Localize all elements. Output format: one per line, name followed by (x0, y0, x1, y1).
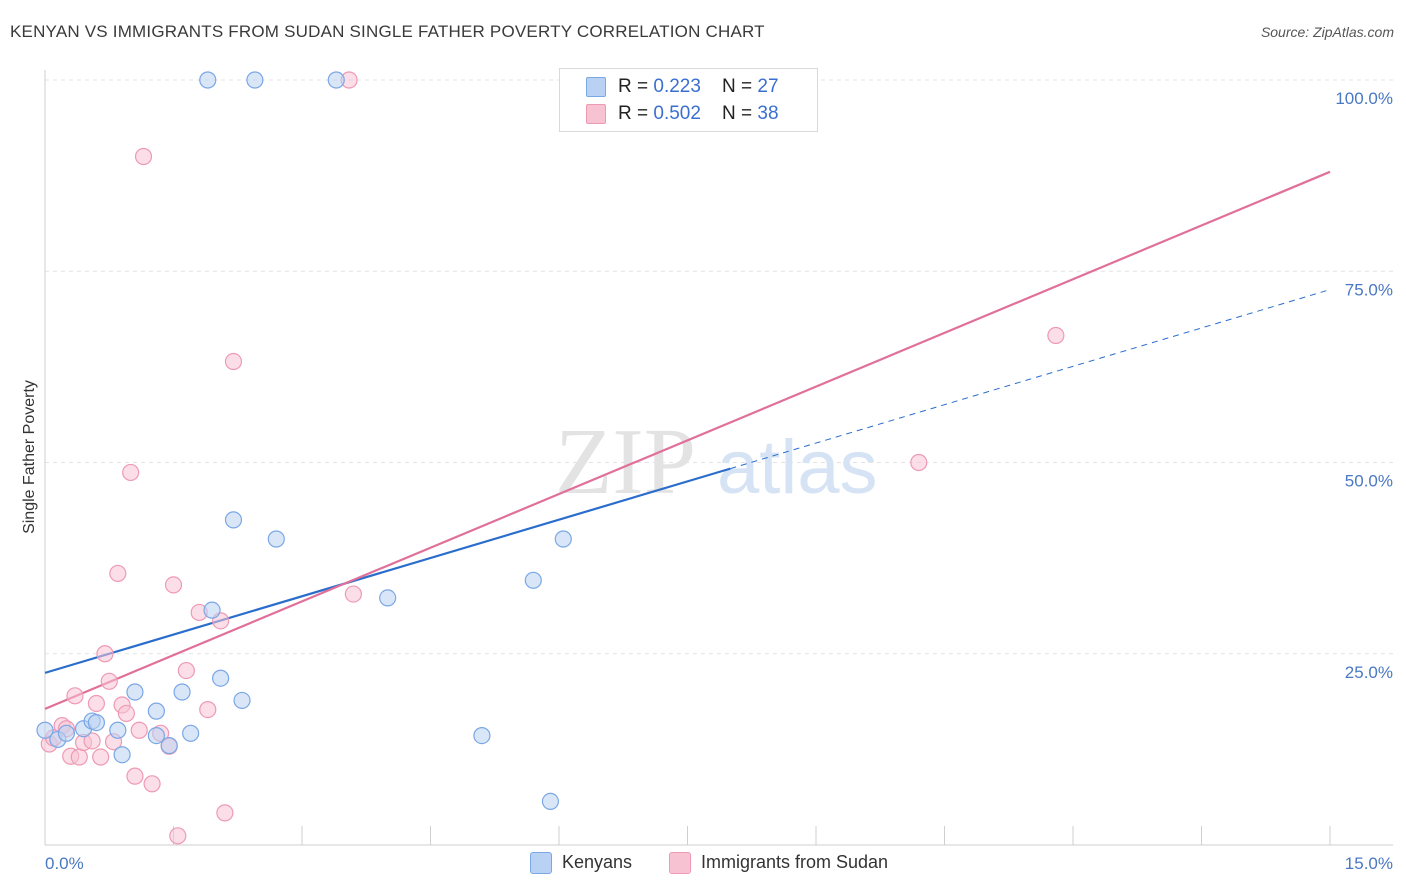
axes (44, 70, 1393, 846)
watermark: ZIP atlas (555, 410, 878, 514)
legend-text-kenyans: R = 0.223 N = 27 (618, 76, 779, 98)
point-kenyans-12 (173, 683, 191, 701)
point-sudan-14 (109, 564, 127, 583)
point-sudan-11 (96, 645, 114, 663)
x-tick-label-min: 0.0% (45, 854, 84, 873)
point-kenyans-2 (57, 724, 76, 742)
point-sudan-33 (344, 585, 362, 603)
point-sudan-31 (224, 352, 243, 371)
point-kenyans-25 (541, 792, 560, 810)
point-sudan-18 (126, 767, 144, 785)
point-kenyans-21 (327, 71, 345, 89)
point-sudan-20 (134, 147, 153, 166)
series-label-sudan: Immigrants from Sudan (701, 852, 889, 872)
point-kenyans-16 (212, 669, 230, 687)
point-kenyans-8 (126, 683, 144, 701)
x-tick-label-max: 15.0% (1345, 854, 1393, 873)
point-kenyans-10 (147, 702, 165, 720)
series-label-kenyans: Kenyans (562, 852, 633, 872)
legend-n-label: N = (722, 76, 758, 97)
series-swatch-sudan (669, 852, 691, 875)
y-tick-labels: 25.0% 50.0% 75.0% 100.0% (1335, 89, 1393, 682)
point-sudan-24 (164, 576, 183, 594)
chart-source: Source: ZipAtlas.com (1260, 24, 1394, 40)
point-kenyans-13 (182, 724, 200, 742)
point-sudan-28 (199, 700, 217, 719)
trend-line-extension-0 (730, 289, 1331, 470)
x-ticks (173, 826, 1331, 845)
point-kenyans-17 (224, 511, 243, 529)
point-kenyans-11 (160, 736, 178, 755)
chart-title: KENYAN VS IMMIGRANTS FROM SUDAN SINGLE F… (10, 22, 765, 41)
point-sudan-26 (177, 661, 195, 680)
point-sudan-12 (100, 672, 118, 690)
point-sudan-16 (117, 704, 135, 723)
point-sudan-10 (92, 748, 110, 766)
point-kenyans-15 (203, 601, 221, 619)
y-tick-label-50: 50.0% (1345, 472, 1393, 491)
gridlines (45, 79, 1393, 655)
watermark-atlas: atlas (717, 425, 878, 510)
legend-n-value-sudan: 38 (757, 103, 779, 124)
legend-swatch-sudan (586, 104, 606, 124)
point-sudan-19 (130, 721, 148, 739)
trend-line-0 (44, 467, 731, 674)
point-kenyans-19 (246, 71, 264, 89)
point-sudan-34 (910, 453, 928, 472)
trend-line-1 (44, 170, 1331, 710)
y-axis-title: Single Father Poverty (21, 380, 38, 534)
point-sudan-8 (83, 732, 101, 750)
point-kenyans-0 (36, 721, 54, 739)
point-sudan-6 (70, 748, 88, 766)
point-sudan-21 (143, 775, 161, 793)
series-swatch-kenyans (530, 852, 552, 875)
legend-text-sudan: R = 0.502 N = 38 (618, 103, 779, 125)
point-sudan-9 (87, 694, 106, 713)
point-sudan-25 (169, 827, 187, 845)
legend-r-label: R = (618, 76, 654, 97)
point-kenyans-5 (87, 713, 106, 732)
y-tick-label-100: 100.0% (1335, 89, 1393, 108)
stats-legend: R = 0.223 N = 27 R = 0.502 N = 38 (559, 68, 818, 132)
y-tick-label-25: 25.0% (1345, 663, 1393, 682)
legend-n-label: N = (722, 103, 758, 124)
point-kenyans-20 (267, 530, 285, 548)
legend-swatch-kenyans (586, 77, 606, 97)
legend-r-value-sudan: 0.502 (653, 103, 701, 124)
point-sudan-30 (216, 804, 234, 822)
point-kenyans-22 (379, 589, 397, 607)
point-kenyans-7 (113, 746, 131, 764)
point-kenyans-18 (233, 691, 251, 710)
series-legend-sudan: Immigrants from Sudan (669, 852, 888, 876)
series-legend-kenyans: Kenyans (530, 852, 632, 876)
point-sudan-17 (122, 463, 140, 482)
trend-lines (44, 170, 1331, 710)
point-sudan-35 (1047, 326, 1065, 345)
point-kenyans-26 (554, 530, 572, 548)
point-kenyans-24 (524, 571, 542, 589)
point-sudan-5 (66, 687, 84, 705)
legend-n-value-kenyans: 27 (757, 76, 779, 97)
watermark-zip: ZIP (555, 410, 696, 514)
point-kenyans-23 (473, 727, 491, 745)
legend-r-value-kenyans: 0.223 (653, 76, 701, 97)
point-kenyans-14 (199, 71, 217, 89)
point-kenyans-6 (109, 721, 127, 739)
y-tick-label-75: 75.0% (1345, 280, 1393, 299)
point-kenyans-9 (147, 727, 165, 745)
legend-r-label: R = (618, 103, 654, 124)
data-points (36, 71, 1065, 845)
